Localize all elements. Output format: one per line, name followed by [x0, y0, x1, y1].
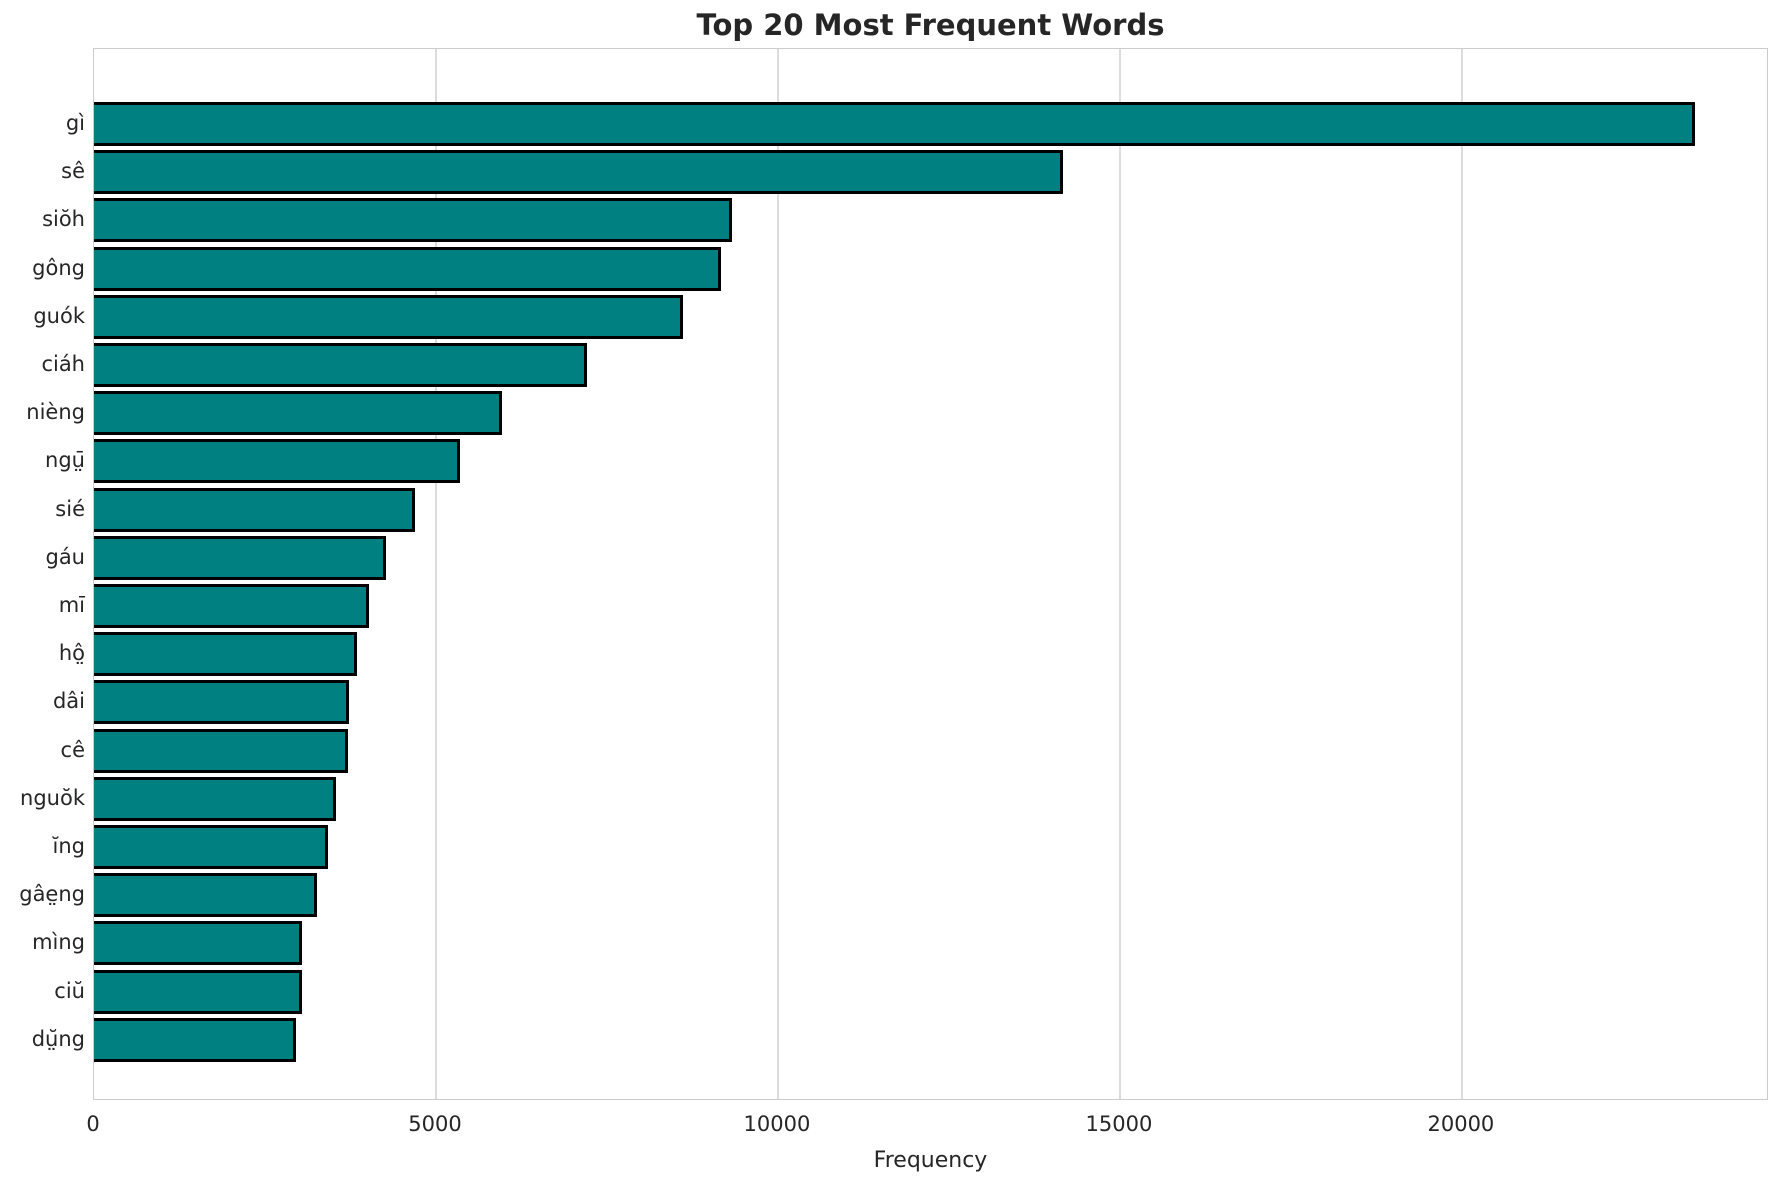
y-label-sê: sê — [61, 159, 85, 184]
y-label-ĭng: ĭng — [52, 834, 85, 858]
bar-dâi — [94, 680, 349, 725]
bar-guók — [94, 294, 684, 339]
y-label-nguŏk: nguŏk — [20, 785, 85, 810]
bar-nièng — [94, 391, 502, 436]
y-label-gâe̤ng: gâe̤ng — [19, 882, 85, 907]
bar-mìng — [94, 921, 302, 966]
y-label-dâi: dâi — [52, 689, 85, 714]
plot-area — [93, 48, 1768, 1100]
y-label-gì: gì — [65, 111, 85, 135]
bar-ciŭ — [94, 969, 302, 1014]
y-label-mìng: mìng — [32, 930, 85, 955]
gridline-20000 — [1461, 49, 1463, 1099]
gridline-10000 — [777, 49, 779, 1099]
x-axis-title: Frequency — [873, 1148, 988, 1173]
y-label-sié: sié — [55, 496, 85, 521]
bar-gâe̤ng — [94, 873, 317, 918]
bar-cê — [94, 728, 348, 773]
bar-gông — [94, 246, 721, 291]
bar-ngṳ̄ — [94, 439, 461, 484]
y-label-dṳ̆ng: dṳ̆ng — [31, 1026, 85, 1051]
gridline-15000 — [1119, 49, 1121, 1099]
bar-hô̤ — [94, 632, 357, 677]
chart-title: Top 20 Most Frequent Words — [696, 8, 1165, 42]
x-tick-5000: 5000 — [408, 1112, 462, 1136]
bar-gì — [94, 102, 1695, 146]
y-label-gáu: gáu — [45, 544, 85, 569]
x-tick-10000: 10000 — [743, 1112, 811, 1136]
y-label-gông: gông — [32, 255, 85, 280]
bar-ĭng — [94, 825, 329, 869]
bar-siŏh — [94, 198, 733, 243]
y-label-ciŭ: ciŭ — [54, 978, 85, 1003]
y-label-mī: mī — [58, 593, 85, 617]
y-label-guók: guók — [33, 303, 85, 328]
gridline-5000 — [435, 49, 437, 1099]
y-label-ngṳ̄: ngṳ̄ — [45, 448, 85, 473]
bar-gáu — [94, 535, 387, 580]
x-tick-15000: 15000 — [1085, 1112, 1153, 1136]
y-label-cê: cê — [60, 737, 85, 762]
y-label-nièng: nièng — [26, 400, 85, 425]
y-label-ciáh: ciáh — [41, 352, 85, 376]
bar-mī — [94, 584, 370, 628]
x-tick-20000: 20000 — [1427, 1112, 1495, 1136]
y-label-siŏh: siŏh — [42, 207, 85, 232]
x-tick-0: 0 — [86, 1112, 100, 1136]
y-label-hô̤: hô̤ — [58, 641, 85, 666]
bar-dṳ̆ng — [94, 1017, 297, 1062]
bar-ciáh — [94, 343, 587, 387]
bar-nguŏk — [94, 776, 337, 821]
bar-sê — [94, 150, 1063, 195]
bar-sié — [94, 487, 416, 532]
